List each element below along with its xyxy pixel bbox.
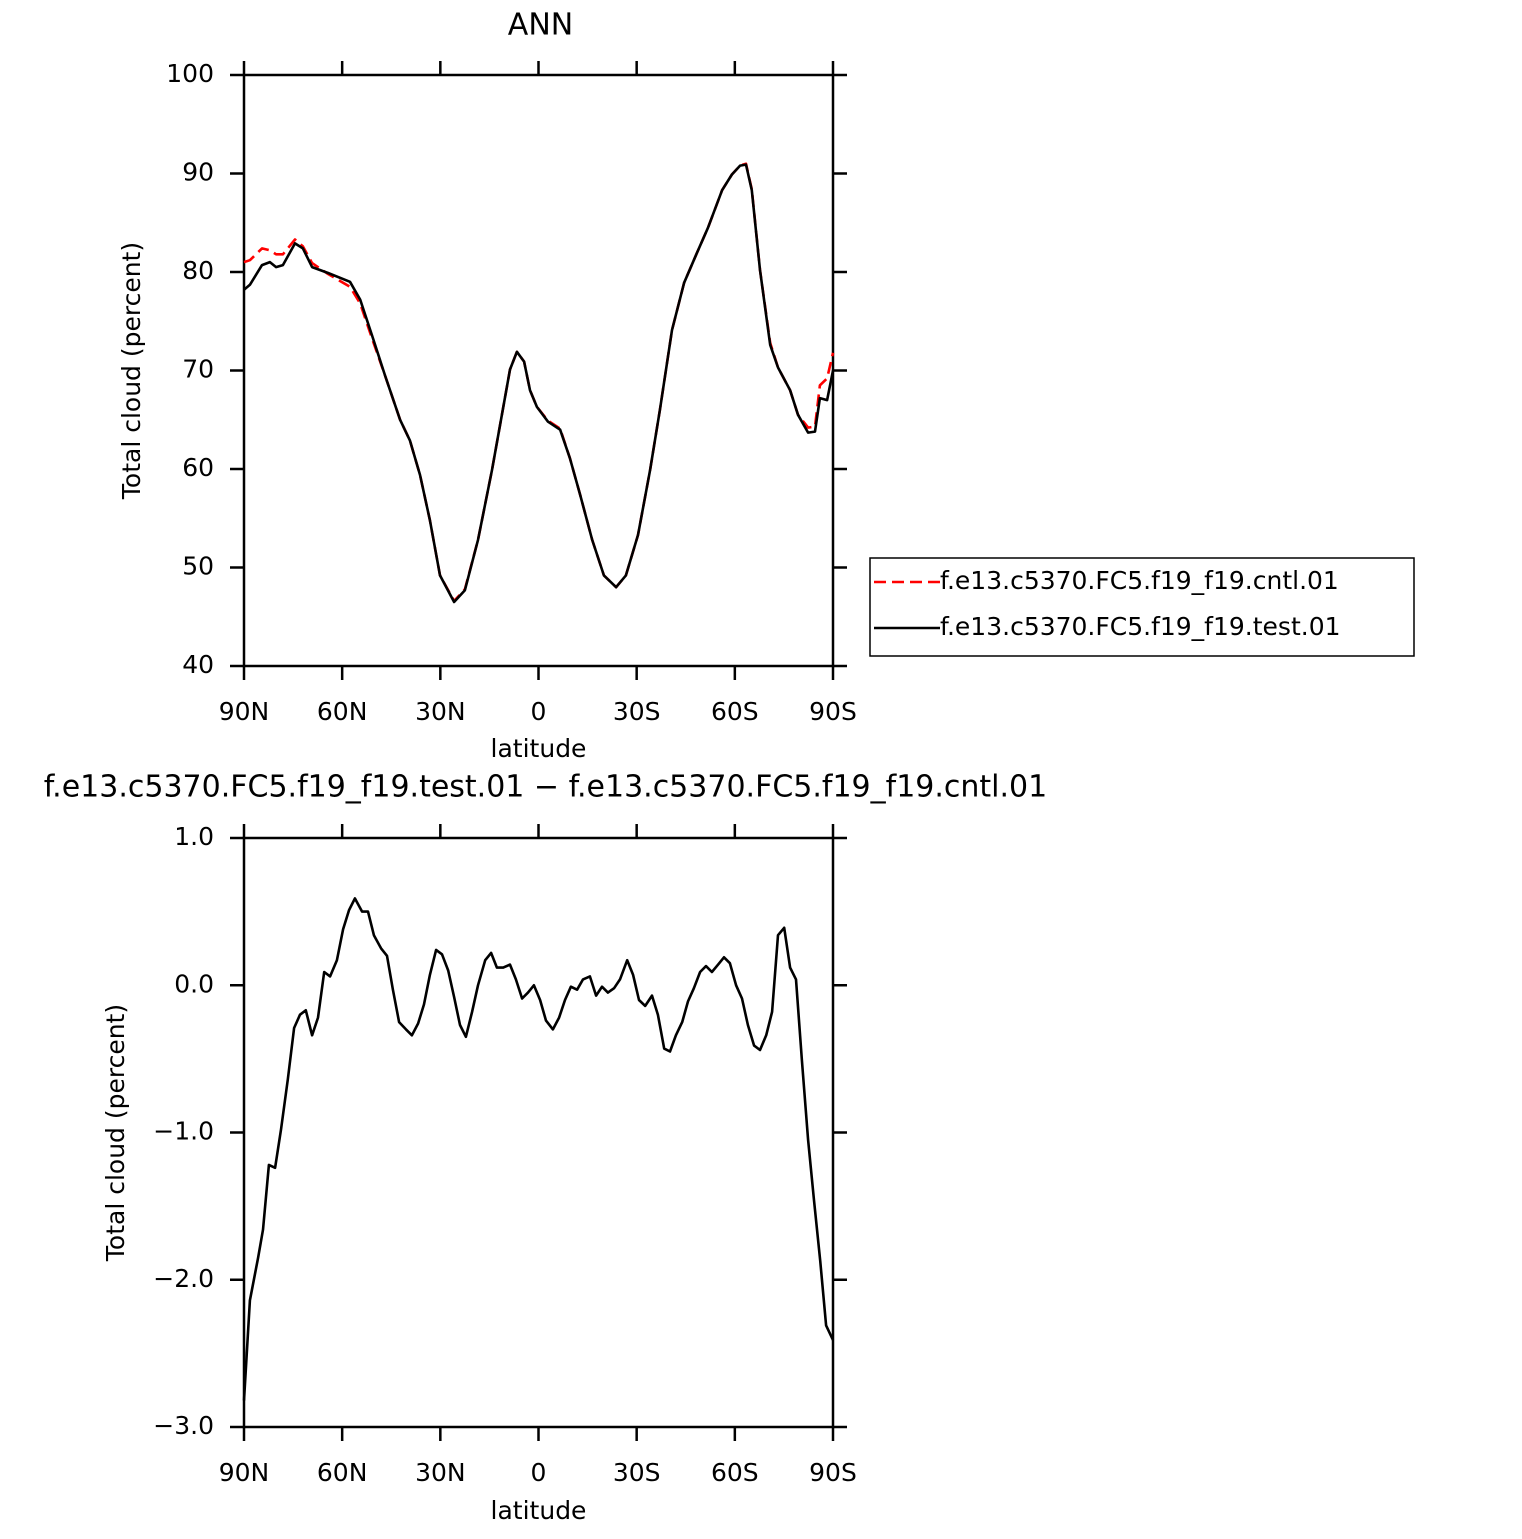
plot-frame [242,836,835,1429]
x-tick-label: 90N [219,697,270,726]
y-tick-label: 40 [182,650,214,679]
x-tick-label: 90S [809,1458,857,1487]
x-tick-label: 0 [531,697,547,726]
x-tick-label: 30S [613,1458,661,1487]
x-tick-label: 30N [415,1458,466,1487]
y-tick-label: 80 [182,256,214,285]
y-tick-label: 70 [182,355,214,384]
y-tick-label: 0.0 [174,969,214,998]
legend-label: f.e13.c5370.FC5.f19_f19.test.01 [940,612,1341,641]
legend: f.e13.c5370.FC5.f19_f19.cntl.01 f.e13.c53… [869,557,1415,657]
y-axis-label: Total cloud (percent) [101,1004,130,1262]
y-tick-label: 90 [182,158,214,187]
x-tick-label: 60S [711,1458,759,1487]
legend-box [869,557,1415,657]
y-axis-label: Total cloud (percent) [117,242,146,500]
y-tick-label: −1.0 [153,1117,214,1146]
x-tick-label: 30S [613,697,661,726]
x-tick-label: 0 [531,1458,547,1487]
chart-title: ANN [508,8,573,43]
x-tick-label: 60S [711,697,759,726]
x-tick-label: 90N [219,1458,270,1487]
y-tick-label: 60 [182,453,214,482]
y-tick-label: −2.0 [153,1264,214,1293]
y-tick-label: 50 [182,552,214,581]
data-line [243,163,835,604]
x-tick-label: 60N [317,697,368,726]
x-tick-label: 90S [809,697,857,726]
data-line [243,162,835,603]
data-line [242,897,835,1401]
x-axis-label: latitude [491,1496,587,1525]
x-tick-label: 30N [415,697,466,726]
chart-title: f.e13.c5370.FC5.f19_f19.test.01 − f.e13.… [44,770,1047,805]
y-tick-label: 100 [166,59,214,88]
x-tick-label: 60N [317,1458,368,1487]
x-axis-label: latitude [491,734,587,763]
y-tick-label: −3.0 [153,1411,214,1440]
y-tick-label: 1.0 [174,822,214,851]
legend-label: f.e13.c5370.FC5.f19_f19.cntl.01 [940,566,1339,595]
